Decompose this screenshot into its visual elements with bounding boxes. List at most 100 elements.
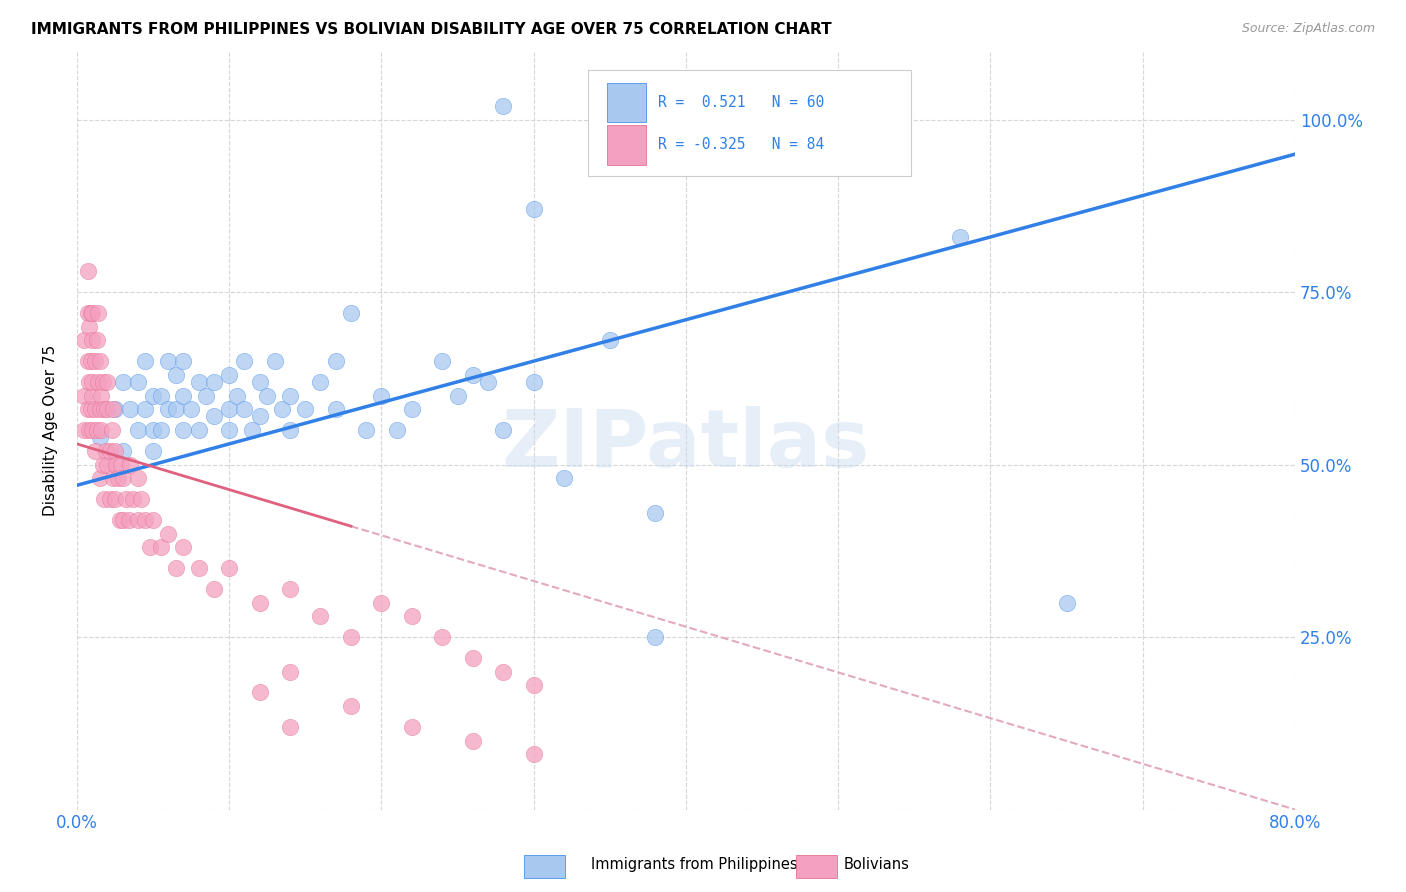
Point: [218, 561, 240, 575]
Point: [492, 423, 515, 437]
Point: [73, 423, 96, 437]
Point: [87, 306, 110, 320]
Y-axis label: Disability Age Over 75: Disability Age Over 75: [44, 344, 58, 516]
Text: Bolivians: Bolivians: [844, 857, 910, 872]
Text: Immigrants from Philippines: Immigrants from Philippines: [591, 857, 797, 872]
Point: [225, 389, 247, 403]
Point: [157, 354, 180, 368]
Point: [325, 402, 347, 417]
Point: [249, 409, 271, 424]
Point: [401, 609, 423, 624]
Point: [111, 471, 134, 485]
Point: [271, 402, 294, 417]
Point: [129, 492, 152, 507]
Point: [94, 443, 117, 458]
Point: [233, 402, 256, 417]
Point: [105, 458, 128, 472]
Point: [84, 354, 107, 368]
Point: [98, 492, 121, 507]
Point: [172, 423, 194, 437]
Text: R =  0.521   N = 60: R = 0.521 N = 60: [658, 95, 824, 110]
Point: [87, 375, 110, 389]
Point: [644, 506, 666, 520]
Point: [73, 334, 96, 348]
Point: [114, 492, 136, 507]
Point: [432, 354, 454, 368]
Point: [249, 596, 271, 610]
Point: [89, 354, 111, 368]
Point: [76, 264, 98, 278]
Point: [142, 443, 165, 458]
Point: [96, 458, 118, 472]
Point: [172, 354, 194, 368]
Point: [233, 354, 256, 368]
Point: [89, 430, 111, 444]
Point: [187, 423, 209, 437]
Point: [187, 375, 209, 389]
Point: [165, 402, 187, 417]
Point: [82, 334, 104, 348]
Point: [111, 375, 134, 389]
Point: [79, 354, 101, 368]
Point: [142, 513, 165, 527]
Point: [172, 541, 194, 555]
Point: [82, 375, 104, 389]
Point: [370, 389, 392, 403]
Point: [202, 582, 225, 596]
Point: [1056, 596, 1078, 610]
Point: [77, 423, 100, 437]
Point: [110, 458, 132, 472]
Point: [432, 630, 454, 644]
Point: [278, 582, 301, 596]
Point: [523, 747, 546, 762]
Point: [89, 471, 111, 485]
Point: [76, 402, 98, 417]
Point: [202, 375, 225, 389]
Point: [76, 306, 98, 320]
Point: [180, 402, 202, 417]
Point: [111, 513, 134, 527]
Point: [82, 306, 104, 320]
FancyBboxPatch shape: [607, 125, 645, 164]
Point: [84, 443, 107, 458]
Point: [101, 423, 124, 437]
FancyBboxPatch shape: [607, 83, 645, 122]
Point: [93, 402, 115, 417]
Point: [461, 368, 484, 382]
Point: [91, 375, 114, 389]
Point: [644, 630, 666, 644]
Point: [142, 423, 165, 437]
Point: [309, 375, 332, 389]
Point: [278, 720, 301, 734]
Point: [82, 423, 104, 437]
Text: Source: ZipAtlas.com: Source: ZipAtlas.com: [1241, 22, 1375, 36]
Point: [263, 354, 285, 368]
Point: [82, 389, 104, 403]
Point: [401, 720, 423, 734]
Point: [79, 306, 101, 320]
Point: [195, 389, 218, 403]
Point: [96, 375, 118, 389]
FancyBboxPatch shape: [589, 70, 911, 176]
Point: [278, 665, 301, 679]
Point: [340, 699, 363, 714]
Point: [165, 561, 187, 575]
Point: [127, 423, 149, 437]
Point: [553, 471, 575, 485]
Point: [446, 389, 468, 403]
Point: [79, 402, 101, 417]
Point: [325, 354, 347, 368]
Point: [90, 389, 112, 403]
Point: [89, 402, 111, 417]
Point: [218, 423, 240, 437]
Point: [104, 443, 127, 458]
Point: [461, 650, 484, 665]
Point: [103, 402, 125, 417]
Point: [117, 513, 139, 527]
Point: [240, 423, 263, 437]
Point: [96, 402, 118, 417]
Point: [142, 389, 165, 403]
Point: [86, 423, 108, 437]
Point: [127, 513, 149, 527]
Point: [599, 334, 621, 348]
